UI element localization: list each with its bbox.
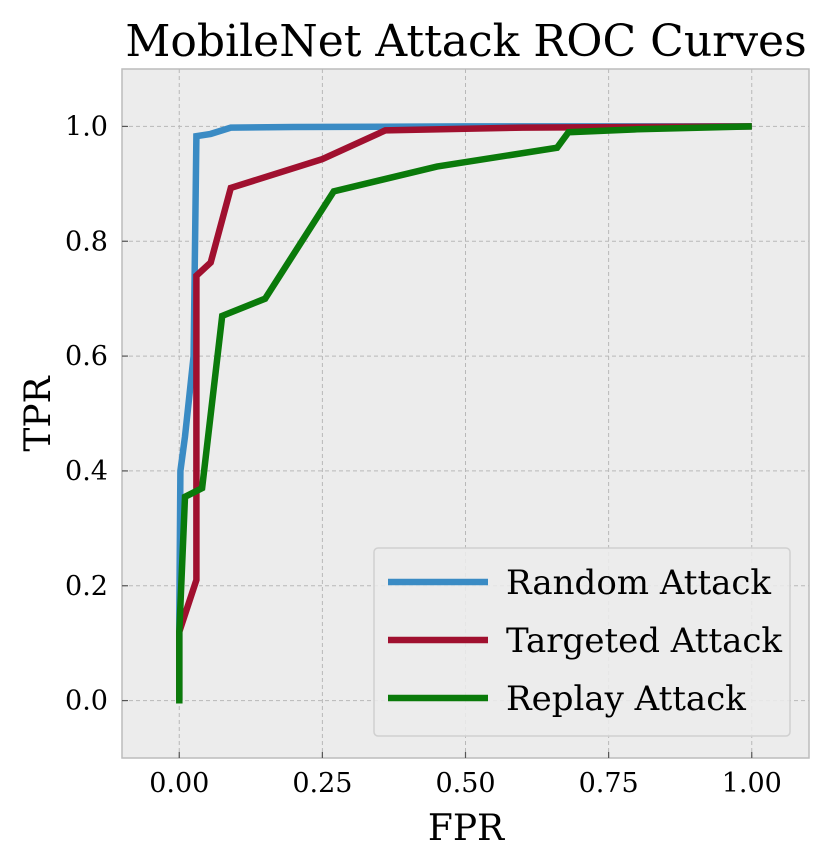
x-tick-label: 1.00 — [722, 768, 782, 799]
y-tick-label: 1.0 — [65, 111, 108, 142]
y-tick-label: 0.4 — [65, 456, 108, 487]
y-tick-label: 0.8 — [65, 226, 108, 257]
legend-label: Random Attack — [506, 563, 771, 603]
y-tick-label: 0.0 — [65, 686, 108, 717]
targeted-attack-line — [176, 123, 752, 701]
series-layer — [176, 123, 752, 704]
x-tick-label: 0.50 — [435, 768, 495, 799]
y-tick-label: 0.2 — [65, 571, 108, 602]
x-tick-label: 0.00 — [149, 768, 209, 799]
axis-ticks: 0.00 0.25 0.50 0.75 1.00 0.0 0.2 0.4 0.6 0.8 1.0 — [65, 111, 782, 799]
x-axis-label: FPR — [428, 808, 505, 849]
legend: Random Attack Targeted Attack Replay Attac… — [373, 547, 791, 737]
chart-title: MobileNet Attack ROC Curves — [125, 16, 806, 67]
replay-attack-line — [176, 123, 752, 704]
x-tick-label: 0.25 — [292, 768, 352, 799]
legend-label: Targeted Attack — [506, 621, 782, 661]
legend-box — [373, 547, 791, 737]
legend-label: Replay Attack — [506, 679, 746, 719]
y-axis-label: TPR — [18, 375, 59, 451]
y-tick-label: 0.6 — [65, 341, 108, 372]
x-tick-label: 0.75 — [579, 768, 639, 799]
